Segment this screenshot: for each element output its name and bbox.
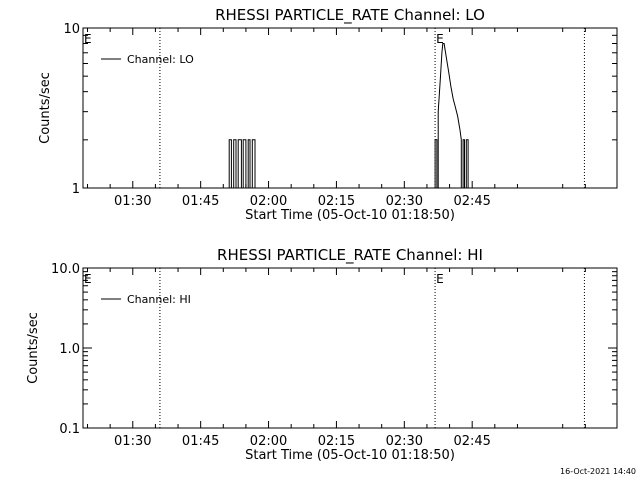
y-tick-label: 1	[72, 182, 80, 197]
x-tick-label: 02:00	[250, 194, 287, 209]
plot-frame	[82, 267, 618, 429]
y-tick-label: 10.0	[51, 262, 80, 277]
y-tick-label: 10	[63, 22, 80, 37]
y-axis-label: Counts/sec	[26, 312, 41, 384]
legend-label: Channel: LO	[127, 53, 194, 66]
x-axis-label: Start Time (05-Oct-10 01:18:50)	[245, 448, 455, 463]
y-axis-label: Counts/sec	[38, 72, 53, 144]
panel-hi: RHESSI PARTICLE_RATE Channel: HI 01:30 01:…	[26, 246, 618, 463]
x-tick-label: 01:45	[182, 194, 219, 209]
eclipse-marker: E	[436, 272, 444, 286]
chart-title: RHESSI PARTICLE_RATE Channel: LO	[215, 6, 485, 25]
eclipse-marker: E	[84, 272, 92, 286]
x-tick-label: 02:30	[386, 434, 423, 449]
x-tick-label: 02:45	[453, 194, 490, 209]
x-tick-label: 01:30	[114, 194, 151, 209]
y-tick-label: 0.1	[59, 422, 80, 437]
x-tick-label: 02:45	[453, 434, 490, 449]
x-axis-label: Start Time (05-Oct-10 01:18:50)	[245, 208, 455, 223]
legend-label: Channel: HI	[127, 293, 191, 306]
x-tick-label: 01:30	[114, 434, 151, 449]
x-tick-label: 02:15	[318, 434, 355, 449]
x-tick-label: 02:30	[386, 194, 423, 209]
x-tick-label: 01:45	[182, 434, 219, 449]
eclipse-marker: E	[84, 32, 92, 46]
series-line-0	[83, 43, 617, 189]
plot-frame	[82, 27, 618, 189]
footer-timestamp: 16-Oct-2021 14:40	[560, 467, 636, 476]
x-tick-label: 02:15	[318, 194, 355, 209]
eclipse-marker: E	[436, 32, 444, 46]
chart-title: RHESSI PARTICLE_RATE Channel: HI	[217, 246, 483, 265]
y-tick-label: 1.0	[59, 342, 80, 357]
x-tick-label: 02:00	[250, 434, 287, 449]
panel-lo: RHESSI PARTICLE_RATE Channel: LO 01:30 01:…	[38, 6, 618, 223]
